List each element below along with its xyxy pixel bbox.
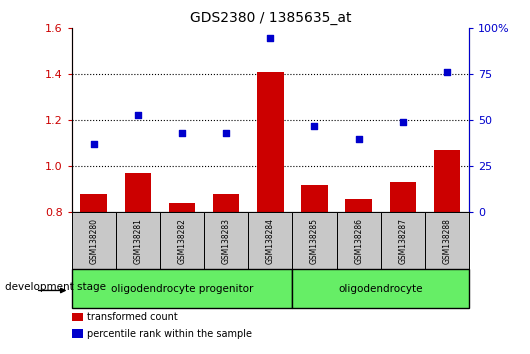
Bar [204, 212, 248, 269]
Bar [381, 212, 425, 269]
Text: percentile rank within the sample: percentile rank within the sample [87, 329, 252, 339]
Bar [248, 212, 293, 269]
Bar [116, 212, 160, 269]
Bar [72, 269, 293, 308]
Point [134, 112, 142, 118]
Bar [257, 72, 284, 212]
Bar [425, 212, 469, 269]
Point [90, 142, 98, 147]
Bar [301, 185, 328, 212]
Text: GSM138281: GSM138281 [134, 218, 142, 264]
Bar [125, 173, 151, 212]
Text: oligodendrocyte: oligodendrocyte [339, 284, 423, 293]
Point [310, 123, 319, 129]
Text: GSM138282: GSM138282 [178, 218, 187, 264]
Text: GSM138287: GSM138287 [399, 218, 407, 264]
Bar [390, 183, 416, 212]
Point [178, 130, 186, 136]
Text: GSM138283: GSM138283 [222, 218, 231, 264]
Point [266, 35, 275, 40]
Bar [434, 150, 460, 212]
Point [399, 119, 407, 125]
Bar [337, 212, 381, 269]
Text: oligodendrocyte progenitor: oligodendrocyte progenitor [111, 284, 253, 293]
Bar [72, 212, 116, 269]
Bar [169, 203, 195, 212]
Text: GSM138288: GSM138288 [443, 218, 452, 264]
Bar [81, 194, 107, 212]
Bar [160, 212, 204, 269]
Text: GSM138285: GSM138285 [310, 218, 319, 264]
Bar [293, 212, 337, 269]
Bar [293, 269, 469, 308]
Bar [346, 199, 372, 212]
Text: GSM138284: GSM138284 [266, 218, 275, 264]
Text: transformed count: transformed count [87, 312, 178, 322]
Bar [213, 194, 240, 212]
Title: GDS2380 / 1385635_at: GDS2380 / 1385635_at [190, 11, 351, 24]
Point [222, 130, 231, 136]
Text: GSM138280: GSM138280 [89, 218, 98, 264]
Point [355, 136, 363, 142]
Text: development stage: development stage [5, 281, 107, 292]
Text: GSM138286: GSM138286 [354, 218, 363, 264]
Point [443, 70, 451, 75]
